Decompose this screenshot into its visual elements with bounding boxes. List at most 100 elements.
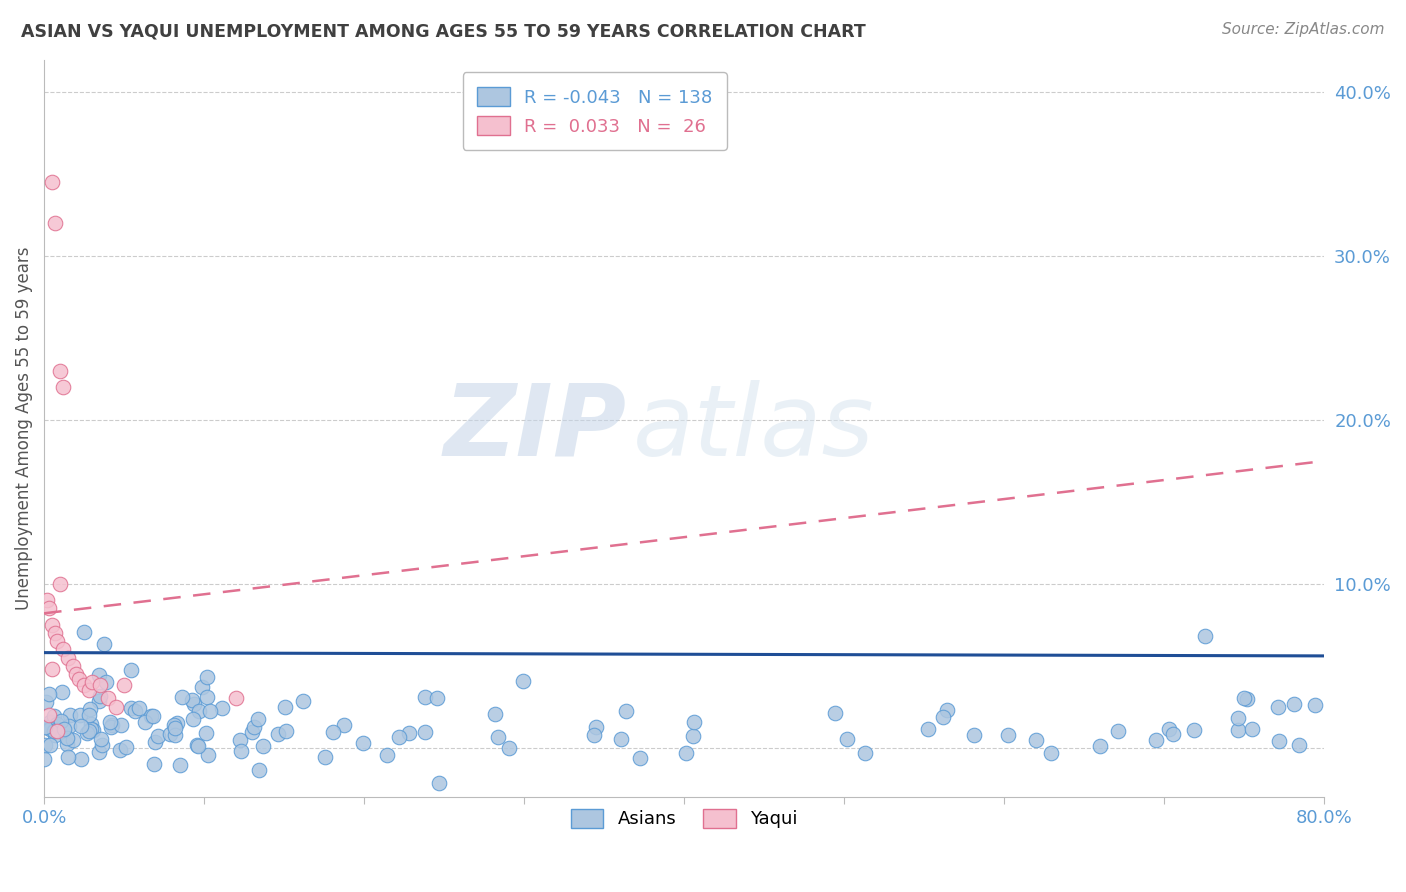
Point xyxy=(997,728,1019,742)
Point xyxy=(240,725,263,739)
Point xyxy=(120,664,142,678)
Point xyxy=(1025,732,1047,747)
Point xyxy=(45,634,67,648)
Point xyxy=(936,703,959,717)
Point xyxy=(56,650,79,665)
Point xyxy=(322,725,344,739)
Point xyxy=(77,708,100,723)
Point xyxy=(89,694,111,708)
Point xyxy=(44,728,66,742)
Text: ASIAN VS YAQUI UNEMPLOYMENT AMONG AGES 55 TO 59 YEARS CORRELATION CHART: ASIAN VS YAQUI UNEMPLOYMENT AMONG AGES 5… xyxy=(21,22,866,40)
Point xyxy=(128,701,150,715)
Point xyxy=(1227,711,1250,725)
Point xyxy=(1303,698,1326,712)
Point xyxy=(70,752,93,766)
Point xyxy=(628,751,651,765)
Point xyxy=(112,678,135,692)
Point xyxy=(91,738,114,752)
Point xyxy=(682,729,704,743)
Point xyxy=(34,695,56,709)
Point xyxy=(34,720,56,734)
Point xyxy=(388,731,411,745)
Point xyxy=(163,721,186,735)
Point xyxy=(1267,734,1289,748)
Point xyxy=(1288,738,1310,752)
Point xyxy=(52,380,75,394)
Text: ZIP: ZIP xyxy=(444,380,627,476)
Point xyxy=(498,741,520,756)
Point xyxy=(80,722,103,736)
Point xyxy=(97,691,120,706)
Point xyxy=(1090,739,1112,754)
Legend: Asians, Yaqui: Asians, Yaqui xyxy=(564,801,806,836)
Point xyxy=(853,746,876,760)
Point xyxy=(616,704,638,718)
Point xyxy=(413,725,436,739)
Point xyxy=(1282,698,1305,712)
Point xyxy=(146,729,169,743)
Point xyxy=(267,726,290,740)
Point xyxy=(49,364,72,378)
Point xyxy=(181,693,204,707)
Point xyxy=(41,662,63,676)
Point xyxy=(197,690,219,704)
Point xyxy=(247,712,270,726)
Point xyxy=(165,728,187,742)
Point xyxy=(45,724,67,739)
Text: Source: ZipAtlas.com: Source: ZipAtlas.com xyxy=(1222,22,1385,37)
Point xyxy=(142,709,165,723)
Point xyxy=(41,176,63,190)
Point xyxy=(1233,691,1256,706)
Point xyxy=(93,637,115,651)
Point xyxy=(425,690,447,705)
Point xyxy=(837,731,859,746)
Point xyxy=(67,672,90,686)
Point xyxy=(51,685,73,699)
Point xyxy=(917,722,939,736)
Point xyxy=(139,708,162,723)
Point xyxy=(87,745,110,759)
Point xyxy=(585,720,607,734)
Point xyxy=(169,758,191,772)
Point xyxy=(105,699,128,714)
Point xyxy=(187,704,209,718)
Point xyxy=(1194,629,1216,643)
Point xyxy=(243,720,266,734)
Point xyxy=(142,756,165,771)
Point xyxy=(70,719,93,733)
Point xyxy=(1182,723,1205,737)
Point xyxy=(353,735,375,749)
Point xyxy=(198,704,221,718)
Point xyxy=(172,690,194,705)
Point xyxy=(162,718,184,732)
Point xyxy=(89,689,111,703)
Point xyxy=(38,707,60,722)
Point xyxy=(1236,692,1258,706)
Point xyxy=(1267,700,1289,714)
Point xyxy=(197,670,219,684)
Point xyxy=(72,624,94,639)
Point xyxy=(610,731,633,746)
Point xyxy=(77,683,100,698)
Point xyxy=(56,749,79,764)
Point xyxy=(89,678,111,692)
Point xyxy=(120,701,142,715)
Point xyxy=(375,748,398,763)
Point xyxy=(429,776,451,790)
Point xyxy=(1161,727,1184,741)
Point xyxy=(73,678,96,692)
Point xyxy=(824,706,846,720)
Point xyxy=(59,708,82,723)
Text: atlas: atlas xyxy=(633,380,875,476)
Point xyxy=(932,710,955,724)
Point xyxy=(62,658,84,673)
Point xyxy=(52,722,75,736)
Point xyxy=(56,737,79,751)
Point xyxy=(190,680,212,694)
Point xyxy=(42,709,65,723)
Point xyxy=(98,715,121,730)
Point xyxy=(276,723,298,738)
Point xyxy=(34,738,56,752)
Point xyxy=(143,735,166,749)
Point xyxy=(42,724,65,739)
